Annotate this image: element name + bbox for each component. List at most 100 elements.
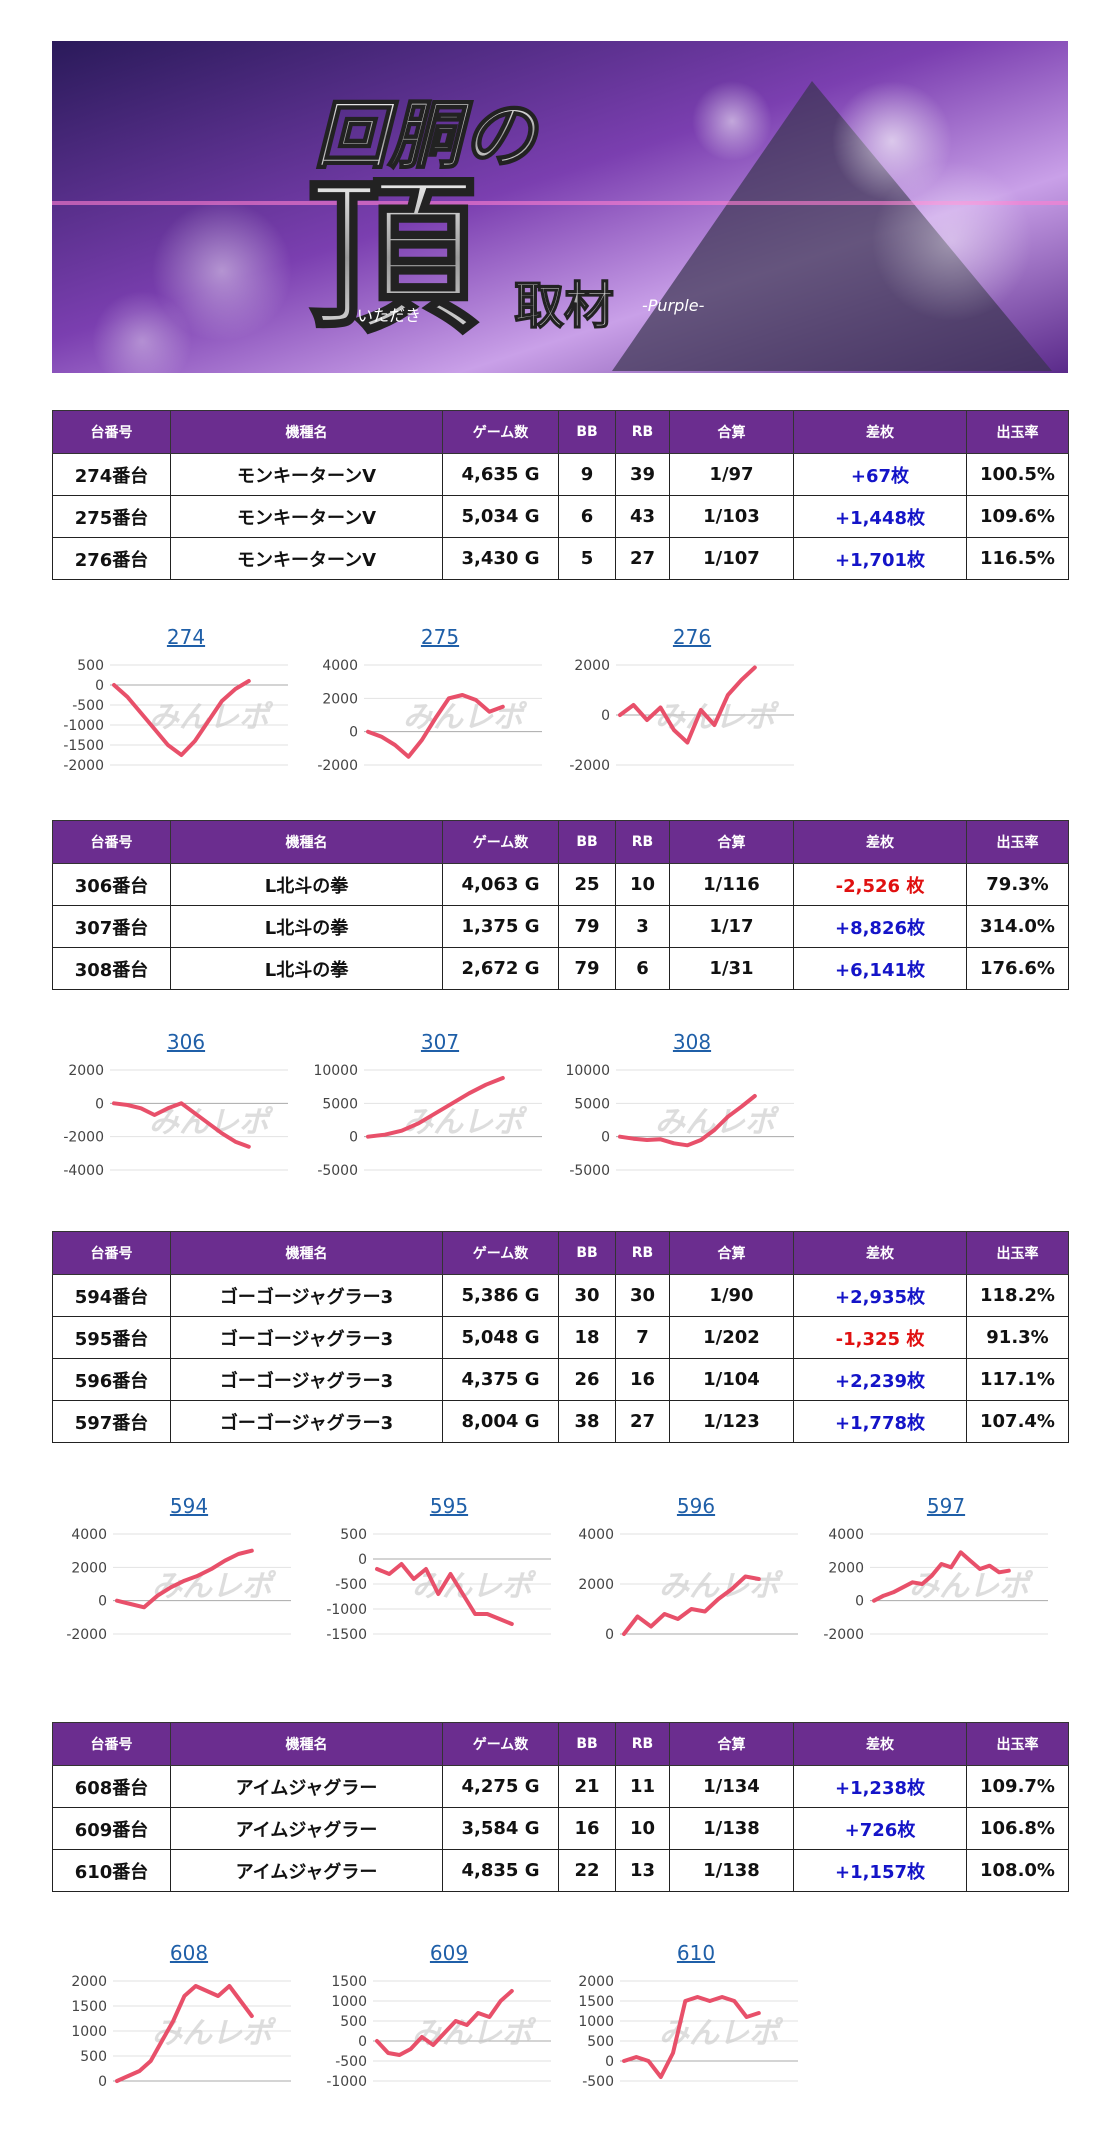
table-cell: 4,635 G — [442, 453, 559, 496]
watermark: みんレポ — [655, 1105, 780, 1140]
table-cell: +6,141枚 — [793, 947, 967, 990]
table-cell: +1,157枚 — [793, 1849, 967, 1892]
y-tick-label: 0 — [605, 1627, 614, 1643]
data-line — [366, 693, 505, 759]
chart-link[interactable]: 597 — [926, 1494, 966, 1518]
mini-chart: 608 2000 1500 1000 500 0 みんレポ — [55, 1941, 295, 2091]
table-cell: 1/134 — [669, 1765, 794, 1808]
y-tick-label: 500 — [77, 658, 104, 674]
table-cell: 314.0% — [966, 905, 1069, 948]
chart-link[interactable]: 596 — [676, 1494, 716, 1518]
y-tick-label: -2000 — [66, 1627, 107, 1643]
header-cell: ゲーム数 — [442, 1722, 559, 1766]
table-cell: 1/138 — [669, 1849, 794, 1892]
light-streak — [52, 201, 1068, 205]
header-cell: 台番号 — [52, 410, 171, 454]
table-cell: 306番台 — [52, 863, 171, 906]
data-line — [115, 1984, 254, 2083]
header-cell: RB — [615, 1722, 670, 1766]
data-line — [375, 1989, 514, 2057]
chart-link[interactable]: 595 — [429, 1494, 469, 1518]
header-row: 台番号 機種名 ゲーム数 BB RB 合算 差枚 出玉率 — [52, 1722, 1069, 1766]
chart-link[interactable]: 308 — [672, 1030, 712, 1054]
bokeh — [692, 81, 772, 161]
y-tick-label: 4000 — [578, 1527, 614, 1543]
data-line — [622, 1995, 761, 2079]
y-tick-label: 2000 — [574, 658, 610, 674]
chart-link[interactable]: 306 — [166, 1030, 206, 1054]
chart-link[interactable]: 610 — [676, 1941, 716, 1965]
header-cell: BB — [558, 1231, 616, 1275]
table-cell: -1,325 枚 — [793, 1316, 967, 1359]
table-cell: +1,701枚 — [793, 537, 967, 580]
header-cell: 合算 — [669, 1231, 794, 1275]
chart-link[interactable]: 275 — [420, 625, 460, 649]
chart-link[interactable]: 609 — [429, 1941, 469, 1965]
header-cell: 差枚 — [793, 410, 967, 454]
header-cell: RB — [615, 410, 670, 454]
table-cell: -2,526 枚 — [793, 863, 967, 906]
y-tick-label: 0 — [358, 1552, 367, 1568]
table-cell: 109.7% — [966, 1765, 1069, 1808]
chart-link[interactable]: 276 — [672, 625, 712, 649]
header-cell: 出玉率 — [966, 410, 1069, 454]
header-cell: 差枚 — [793, 820, 967, 864]
table-cell: モンキーターンV — [170, 453, 443, 496]
mini-chart: 307 10000 5000 0 -5000 みんレポ — [306, 1030, 546, 1180]
table-cell: 5,048 G — [442, 1316, 559, 1359]
table-cell: 116.5% — [966, 537, 1069, 580]
table-cell: 1/31 — [669, 947, 794, 990]
table-cell: 1/107 — [669, 537, 794, 580]
table-cell: アイムジャグラー — [170, 1807, 443, 1850]
y-tick-label: 2000 — [578, 1974, 614, 1990]
table-cell: 16 — [615, 1358, 670, 1401]
chart-link[interactable]: 307 — [420, 1030, 460, 1054]
header-cell: 機種名 — [170, 1231, 443, 1275]
chart-link[interactable]: 608 — [169, 1941, 209, 1965]
table-cell: +726枚 — [793, 1807, 967, 1850]
table-cell: 608番台 — [52, 1765, 171, 1808]
table-cell: 118.2% — [966, 1274, 1069, 1317]
y-tick-label: -5000 — [317, 1163, 358, 1179]
y-tick-label: -500 — [335, 1577, 367, 1593]
table-cell: ゴーゴージャグラー3 — [170, 1400, 443, 1443]
table-cell: 1/17 — [669, 905, 794, 948]
table-cell: 1/202 — [669, 1316, 794, 1359]
bokeh — [872, 161, 1032, 321]
table-cell: L北斗の拳 — [170, 905, 443, 948]
data-line — [366, 1076, 505, 1139]
table-cell: 4,835 G — [442, 1849, 559, 1892]
chart-link[interactable]: 274 — [166, 625, 206, 649]
table-row: 597番台 ゴーゴージャグラー3 8,004 G 38 27 1/123 +1,778枚 10… — [52, 1400, 1069, 1443]
header-row: 台番号 機種名 ゲーム数 BB RB 合算 差枚 出玉率 — [52, 820, 1069, 864]
data-line — [618, 1094, 757, 1148]
mini-chart: 594 4000 2000 0 -2000 みんレポ — [55, 1494, 295, 1644]
table-cell: 79 — [558, 905, 616, 948]
table-cell: 7 — [615, 1316, 670, 1359]
data-table: 台番号 機種名 ゲーム数 BB RB 合算 差枚 出玉率 274番台 モンキーターンV 4,635 … — [52, 410, 1069, 580]
table-cell: 91.3% — [966, 1316, 1069, 1359]
y-tick-label: 0 — [605, 2054, 614, 2070]
table-cell: L北斗の拳 — [170, 863, 443, 906]
table-cell: 79.3% — [966, 863, 1069, 906]
table-cell: ゴーゴージャグラー3 — [170, 1274, 443, 1317]
table-cell: 276番台 — [52, 537, 171, 580]
chart-link[interactable]: 594 — [169, 1494, 209, 1518]
table-cell: 176.6% — [966, 947, 1069, 990]
header-cell: RB — [615, 820, 670, 864]
header-cell: 出玉率 — [966, 820, 1069, 864]
data-line — [115, 1548, 254, 1610]
y-tick-label: 2000 — [322, 691, 358, 707]
table-cell: 26 — [558, 1358, 616, 1401]
table-cell: 5,034 G — [442, 495, 559, 538]
mini-chart: 306 2000 0 -2000 -4000 みんレポ — [52, 1030, 292, 1180]
table-cell: +2,935枚 — [793, 1274, 967, 1317]
table-cell: 30 — [615, 1274, 670, 1317]
chart-plot: 4000 2000 0 -2000 みんレポ — [317, 658, 542, 774]
data-line — [375, 1562, 514, 1626]
chart-plot: 1500 1000 500 0 -500 -1000 みんレポ — [326, 1974, 551, 2090]
